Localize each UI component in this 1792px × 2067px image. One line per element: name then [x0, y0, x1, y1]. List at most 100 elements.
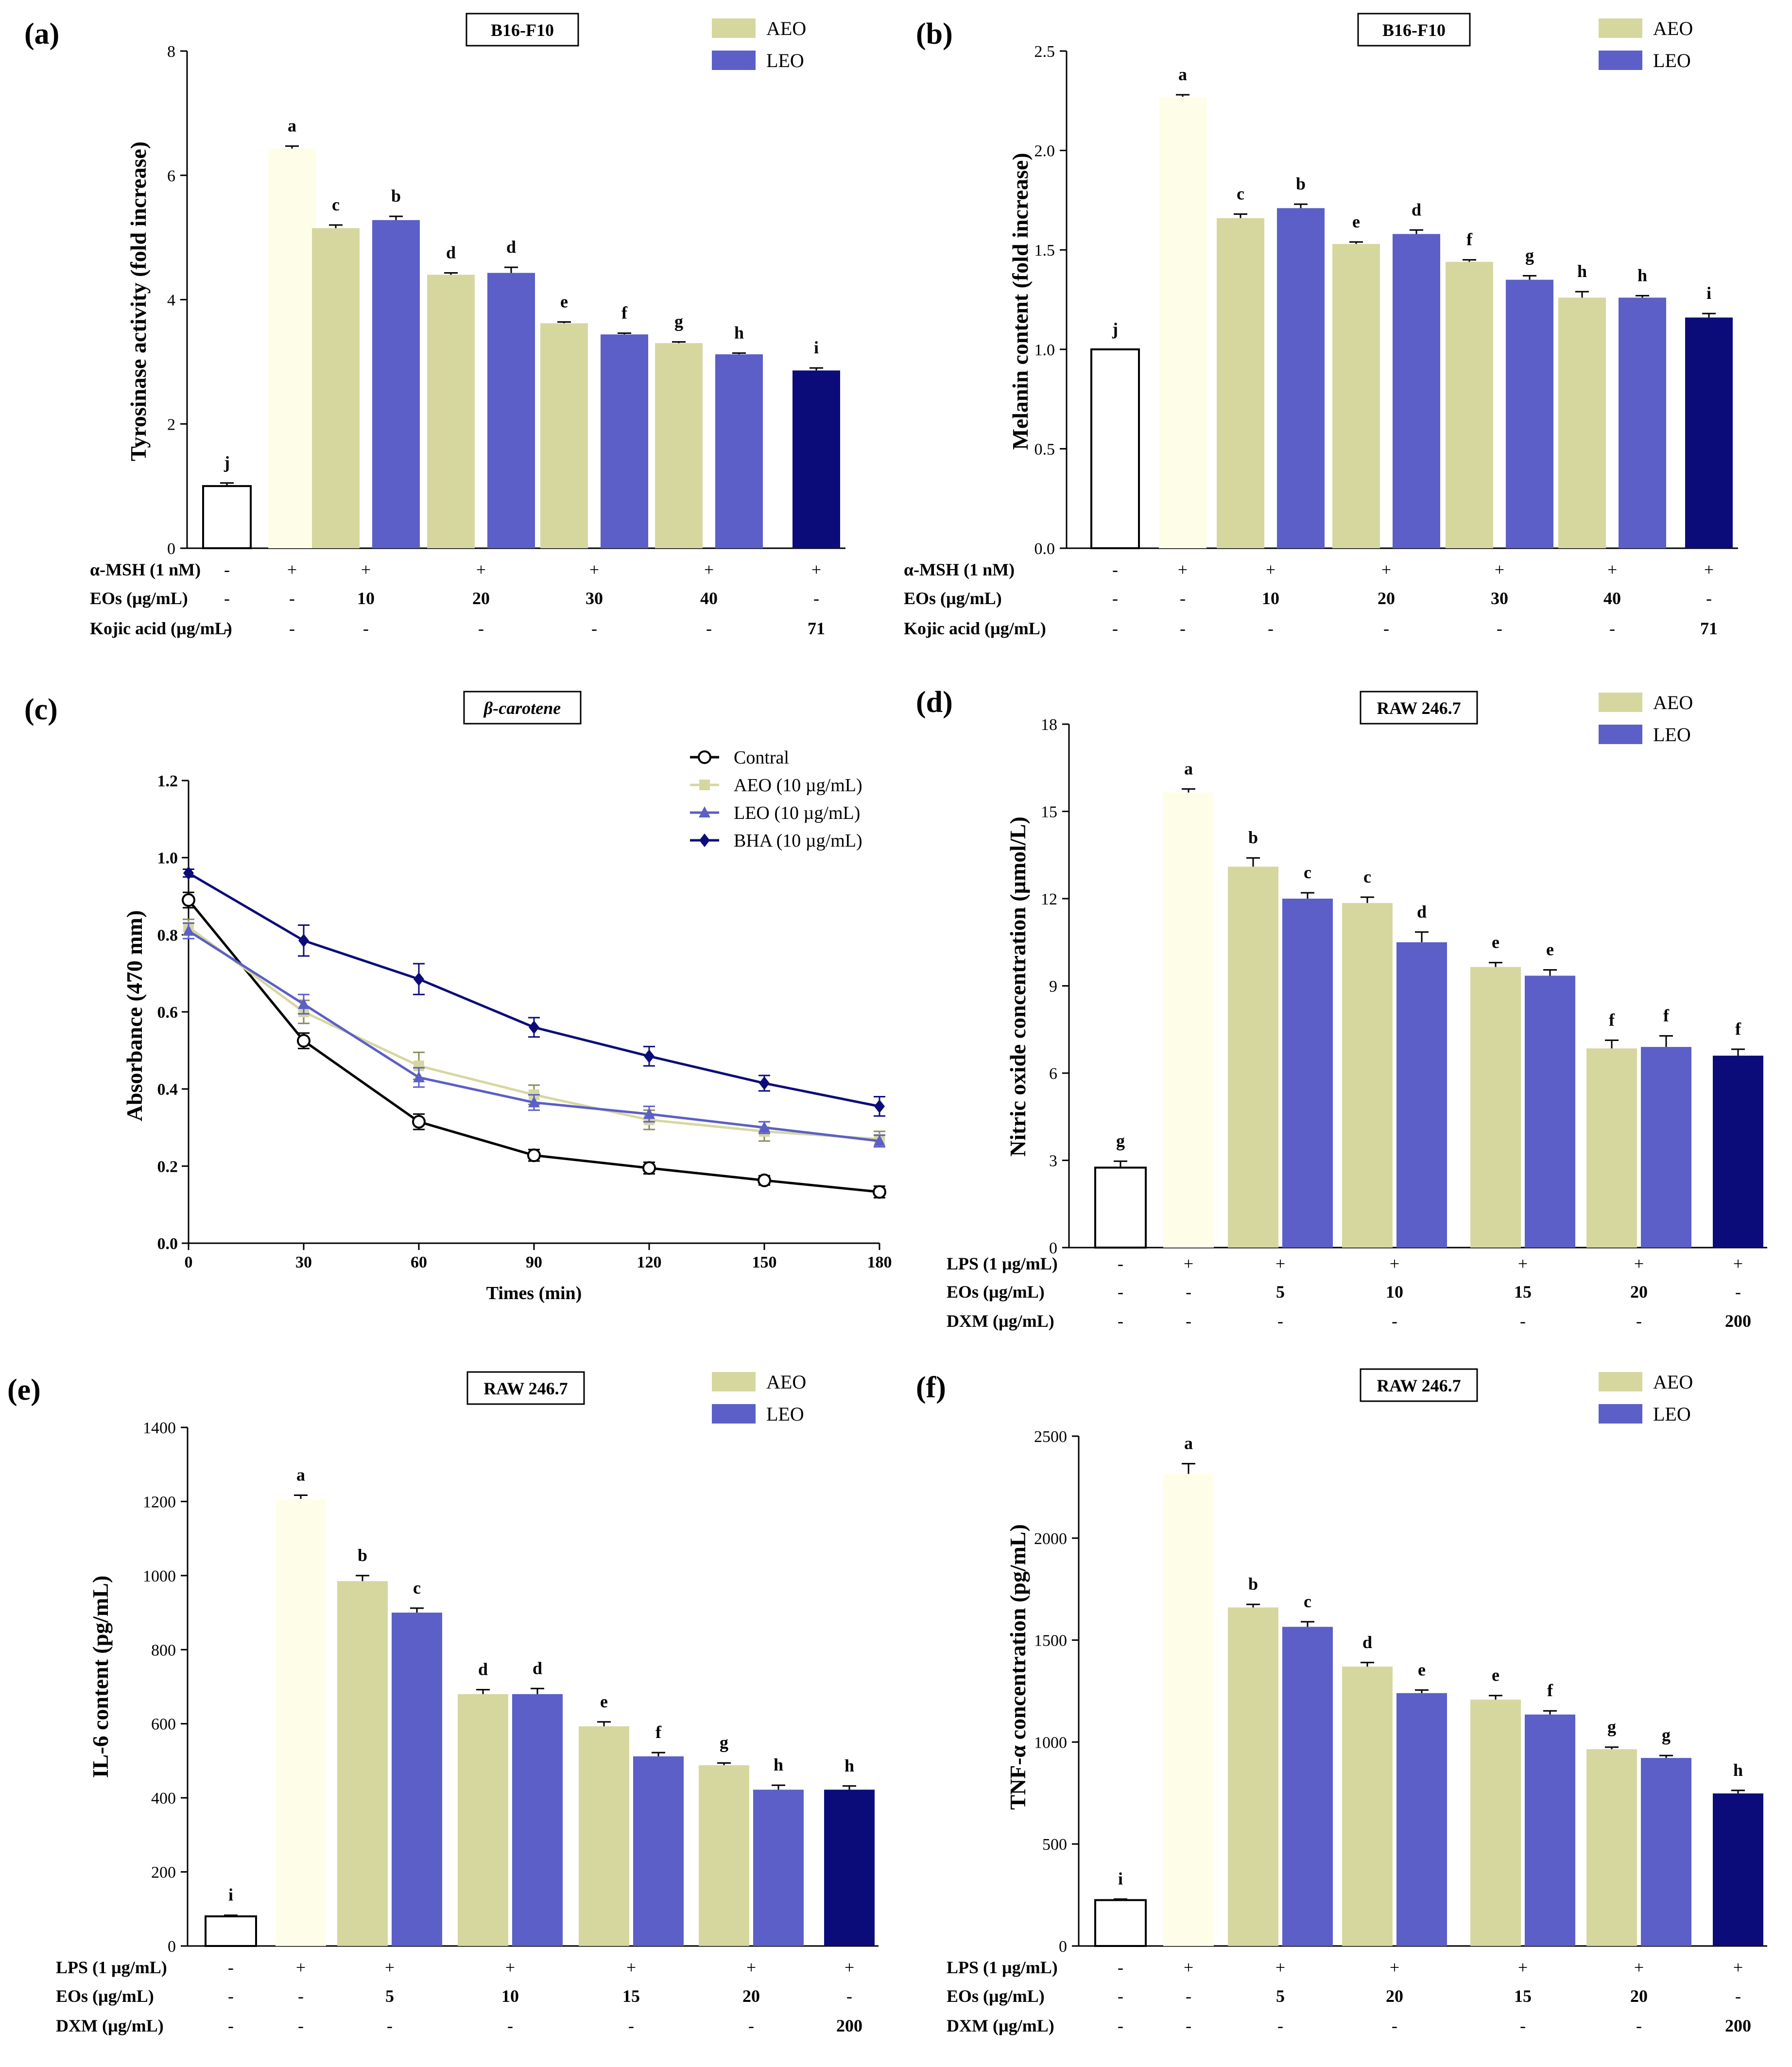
legend-swatch-aeo: [712, 1372, 756, 1391]
bar-aeo: [1470, 967, 1521, 1248]
treatment-value: +: [287, 560, 297, 579]
significance-letter: f: [655, 1722, 662, 1742]
y-tick-label: 0.8: [157, 926, 178, 944]
significance-letter: a: [288, 116, 296, 136]
treatment-value: -: [1118, 1986, 1123, 2006]
bar-alpha: [268, 148, 316, 548]
bar-chart-3: (d) RAW 246.7 AEO LEO 0 3 6 9 12 15 18 Nitric oxide…: [916, 686, 1767, 1331]
treatment-value: -: [1392, 1311, 1397, 1331]
treatment-value: -: [1277, 2016, 1283, 2035]
treatment-value: +: [704, 560, 714, 579]
bar-control: [205, 1915, 257, 1947]
bar-aeo: [458, 1694, 508, 1946]
treatment-value: 10: [501, 1986, 519, 2006]
treatment-row-label: α-MSH (1 nM): [904, 560, 1015, 579]
y-tick-label: 600: [151, 1716, 176, 1734]
significance-letter: b: [1248, 1574, 1258, 1594]
treatment-row-label: Kojic acid (µg/mL): [90, 619, 232, 638]
significance-letter: c: [1304, 1592, 1311, 1611]
data-point: [413, 1071, 425, 1082]
data-point: [528, 1096, 540, 1108]
treatment-value: +: [1390, 1254, 1399, 1273]
data-point: [699, 806, 710, 817]
significance-letter: e: [1492, 933, 1499, 952]
treatment-value: -: [846, 1986, 852, 2006]
bar-chart-0: (a) B16-F10 AEO LEO 0 2 4 6 8 Tyrosinase activity…: [24, 13, 845, 638]
treatment-row-label: α-MSH (1 nM): [90, 560, 201, 579]
bar-aeo: [1332, 243, 1380, 548]
y-tick-label: 1.2: [157, 772, 178, 790]
treatment-value: 10: [1262, 589, 1279, 608]
significance-letter: h: [1637, 265, 1647, 285]
cell-line-box: [465, 13, 579, 47]
cell-line-label: RAW 246.7: [1377, 1376, 1461, 1395]
significance-letter: f: [1547, 1681, 1553, 1700]
bar-leo: [1393, 234, 1440, 548]
treatment-value: +: [811, 560, 821, 579]
data-point: [874, 1099, 885, 1113]
treatment-value: -: [591, 619, 597, 638]
data-point: [873, 1185, 886, 1199]
cell-line-box: [1360, 691, 1478, 725]
significance-letter: c: [1304, 863, 1311, 882]
panel-label: (c): [24, 693, 58, 726]
treatment-value: +: [361, 560, 371, 579]
bar-leo: [633, 1756, 684, 1946]
treatment-value: 40: [1603, 589, 1621, 608]
treatment-row-label: EOs (µg/mL): [56, 1986, 154, 2006]
treatment-value: 30: [586, 589, 603, 608]
bar-control: [1094, 1899, 1147, 1947]
treatment-value: -: [1497, 619, 1502, 638]
significance-letter: e: [1546, 940, 1554, 959]
treatment-value: +: [1607, 560, 1617, 579]
significance-letter: b: [1296, 174, 1306, 193]
significance-letter: f: [1663, 1006, 1670, 1025]
treatment-value: -: [1186, 1282, 1191, 1302]
cell-line-box: [466, 1371, 585, 1405]
legend-label-aeo: AEO: [1653, 692, 1693, 713]
treatment-value: +: [1495, 560, 1504, 579]
treatment-value: -: [1520, 1311, 1526, 1331]
treatment-value: -: [1609, 619, 1615, 638]
y-tick-label: 6: [1049, 1065, 1057, 1083]
treatment-value: 20: [1378, 589, 1395, 608]
series-line: [188, 899, 880, 1193]
significance-letter: h: [844, 1756, 854, 1775]
x-axis-label: Times (min): [486, 1283, 582, 1303]
treatment-value: 5: [1276, 1282, 1285, 1302]
panel-label: (f): [916, 1371, 946, 1404]
legend-swatch-leo: [1599, 725, 1642, 744]
significance-letter: f: [621, 303, 628, 323]
treatment-value: +: [844, 1958, 854, 1977]
treatment-value: -: [1735, 1282, 1741, 1302]
data-point: [414, 972, 424, 986]
bar-leo: [1641, 1758, 1691, 1946]
treatment-value: +: [1178, 560, 1188, 579]
treatment-value: +: [1634, 1958, 1644, 1977]
bar-chart-5: (f) RAW 246.7 AEO LEO 0 500 1000 1500 2000 2500 TN…: [916, 1368, 1767, 2035]
y-tick-label: 2: [167, 416, 175, 434]
significance-letter: g: [720, 1733, 728, 1753]
treatment-value: 200: [836, 2016, 862, 2035]
bar-kojic: [824, 1789, 875, 1946]
data-point: [412, 1115, 426, 1129]
data-point: [414, 1060, 424, 1072]
significance-letter: d: [478, 1660, 488, 1679]
y-tick-label: 1200: [143, 1493, 176, 1511]
data-point: [527, 1148, 541, 1163]
x-tick-label: 180: [867, 1253, 892, 1271]
cell-line-label: RAW 246.7: [483, 1379, 568, 1398]
treatment-value: 10: [1386, 1282, 1403, 1302]
significance-letter: b: [1248, 828, 1258, 847]
significance-letter: a: [1184, 759, 1193, 778]
y-axis-label: Tyrosinase activity (fold increase): [126, 141, 151, 461]
significance-letter: i: [814, 338, 819, 357]
bar-leo: [1619, 297, 1666, 548]
treatment-value: -: [748, 2016, 754, 2035]
legend-swatch-aeo: [712, 18, 756, 38]
treatment-value: +: [1381, 560, 1391, 579]
significance-letter: h: [734, 323, 744, 342]
bar-leo: [1282, 899, 1333, 1248]
significance-letter: f: [1735, 1019, 1741, 1039]
y-tick-label: 500: [1042, 1836, 1067, 1854]
